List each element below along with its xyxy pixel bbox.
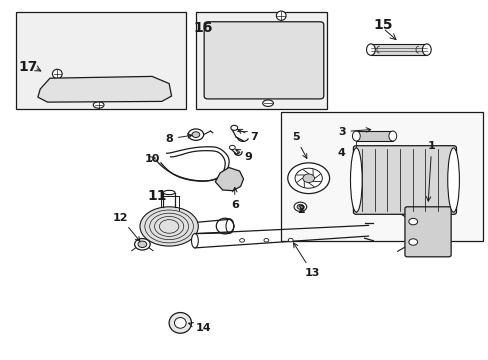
Ellipse shape — [366, 44, 374, 55]
Ellipse shape — [262, 100, 273, 107]
Ellipse shape — [163, 190, 175, 195]
Ellipse shape — [230, 125, 237, 130]
Ellipse shape — [188, 129, 203, 140]
Text: 8: 8 — [165, 134, 192, 144]
Ellipse shape — [276, 11, 285, 20]
Text: 16: 16 — [193, 21, 212, 35]
Text: 7: 7 — [237, 129, 258, 142]
Text: 3: 3 — [337, 127, 370, 137]
Ellipse shape — [293, 202, 306, 211]
Text: 1: 1 — [426, 141, 435, 201]
FancyBboxPatch shape — [353, 146, 456, 214]
Ellipse shape — [287, 238, 292, 242]
Text: 12: 12 — [113, 212, 140, 241]
Text: 9: 9 — [235, 149, 252, 162]
Polygon shape — [38, 76, 171, 102]
Ellipse shape — [191, 234, 198, 248]
Ellipse shape — [408, 239, 417, 245]
Text: 2: 2 — [297, 205, 305, 215]
Ellipse shape — [296, 204, 303, 209]
Text: 14: 14 — [188, 323, 210, 333]
Ellipse shape — [52, 69, 62, 78]
Bar — [16, 12, 186, 109]
Text: 11: 11 — [147, 189, 166, 203]
Ellipse shape — [227, 90, 237, 95]
Bar — [356, 131, 392, 141]
Ellipse shape — [225, 219, 233, 233]
Ellipse shape — [408, 219, 417, 225]
Text: 17: 17 — [19, 60, 38, 75]
Ellipse shape — [239, 239, 244, 242]
FancyBboxPatch shape — [203, 22, 323, 99]
Ellipse shape — [352, 131, 360, 141]
Ellipse shape — [302, 174, 314, 183]
Bar — [196, 12, 326, 109]
Ellipse shape — [174, 318, 186, 328]
Bar — [281, 112, 482, 241]
Text: 13: 13 — [293, 243, 320, 278]
Ellipse shape — [287, 163, 329, 194]
Ellipse shape — [264, 238, 268, 242]
Ellipse shape — [93, 102, 104, 108]
Ellipse shape — [134, 239, 150, 250]
Ellipse shape — [141, 86, 148, 90]
FancyBboxPatch shape — [404, 207, 450, 257]
Text: 10: 10 — [144, 154, 160, 163]
Ellipse shape — [192, 132, 200, 138]
Polygon shape — [215, 167, 243, 191]
Ellipse shape — [422, 44, 430, 55]
Text: 15: 15 — [372, 18, 392, 32]
Ellipse shape — [388, 131, 396, 141]
Ellipse shape — [447, 148, 458, 212]
Text: 6: 6 — [230, 188, 238, 210]
Ellipse shape — [350, 148, 362, 212]
Text: 5: 5 — [291, 132, 306, 158]
Ellipse shape — [300, 90, 309, 95]
Ellipse shape — [169, 312, 191, 333]
Ellipse shape — [129, 85, 135, 89]
Ellipse shape — [229, 145, 235, 150]
Text: 4: 4 — [337, 148, 345, 158]
Ellipse shape — [140, 207, 198, 246]
Ellipse shape — [138, 241, 146, 248]
Ellipse shape — [294, 168, 322, 188]
Bar — [370, 44, 426, 55]
